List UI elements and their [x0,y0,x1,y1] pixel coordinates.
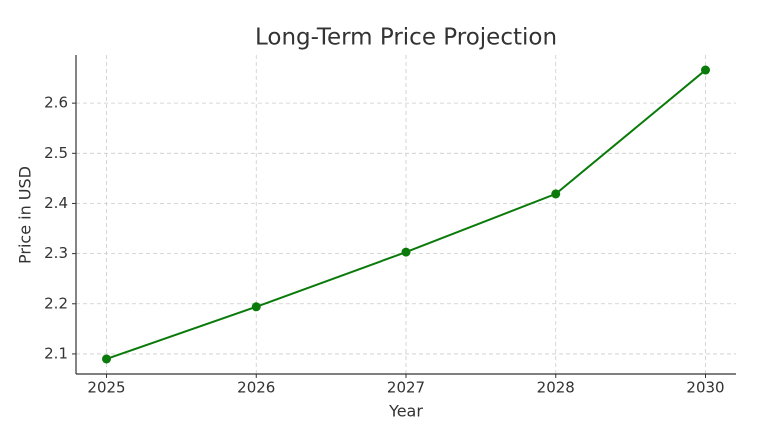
grid [76,55,736,374]
point [701,65,710,75]
y-axis-label: Price in USD [16,166,35,264]
y-tick-label: 2.1 [44,344,68,362]
x-tick-label: 2026 [237,379,275,397]
x-tick-label: 2030 [686,379,724,397]
x-tick-label: 2028 [537,379,575,397]
x-tick-label: 2025 [87,379,125,397]
point [401,247,411,257]
y-tick-label: 2.5 [44,144,68,162]
x-axis-label: Year [388,402,423,421]
y-tick-label: 2.3 [44,244,68,262]
y-tick-label: 2.2 [44,294,68,312]
point [251,302,261,312]
y-tick-label: 2.6 [44,94,68,112]
y-tick-label: 2.4 [44,194,68,212]
plot [102,65,710,364]
point [551,189,561,199]
chart-title: Long-Term Price Projection [255,25,557,51]
point [102,354,111,364]
x-tick-label: 2027 [387,379,425,397]
